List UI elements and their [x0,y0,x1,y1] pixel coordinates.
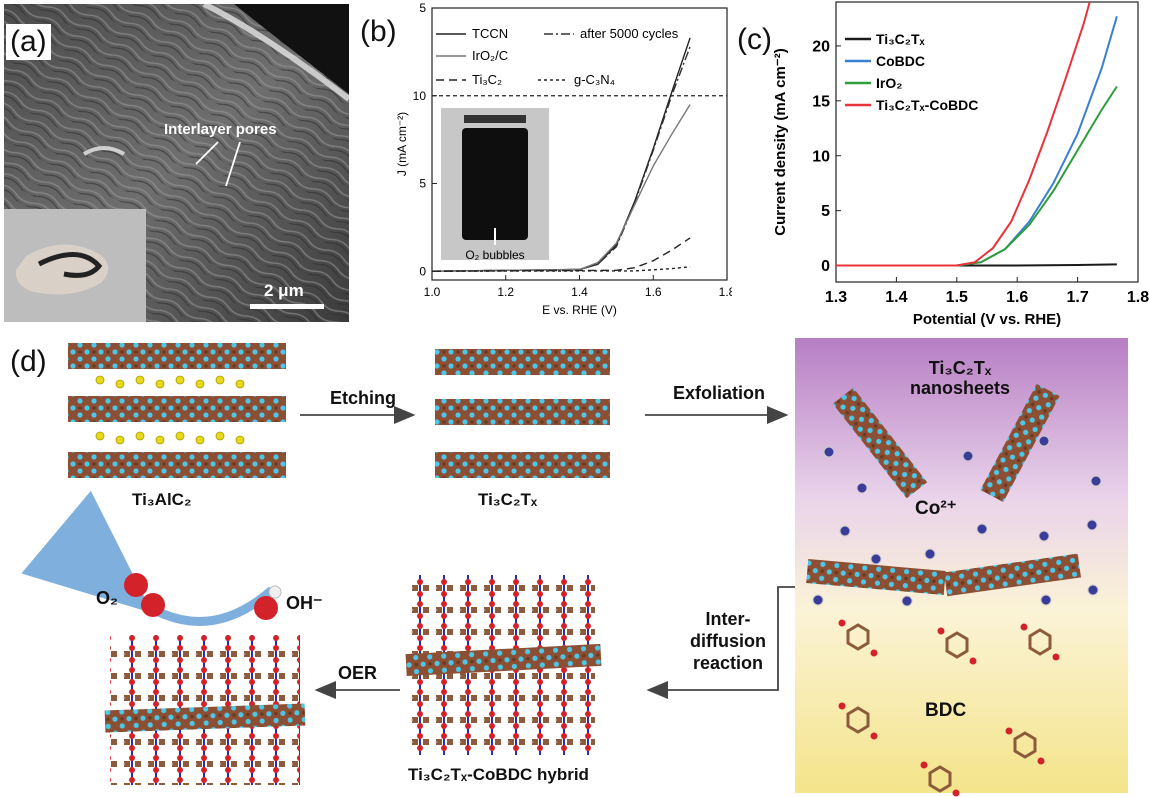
label-ti3c2tx: Ti₃C₂Tₓ [478,490,538,509]
y-tick-label: 15 [812,93,830,110]
x-tick-label: 1.7 [1066,289,1088,306]
label-exfoliation: Exfoliation [673,383,766,403]
series-line [836,85,1118,267]
series-line [431,46,691,272]
x-tick-label: 1.5 [946,289,968,306]
final-structure [104,635,306,785]
label-co-ion: Co²⁺ [915,498,957,519]
x-tick-label: 1.2 [497,285,514,299]
label-interdiffusion: Inter- diffusion reaction [678,608,778,674]
y-tick-label: 5 [821,203,830,220]
oh-molecule [254,585,282,620]
legend-entry: CoBDC [876,53,925,69]
series-line [431,266,691,272]
label-nanosheets: Ti₃C₂Tₓ nanosheets [880,358,1040,398]
o2-molecule [124,573,165,617]
nanosheets-line1: Ti₃C₂Tₓ [928,358,992,378]
y-tick-label: 0 [821,258,830,275]
x-axis-label: E vs. RHE (V) [542,303,617,317]
x-tick-label: 1.4 [571,285,588,299]
legend-entry: TCCN [472,26,508,41]
series-line [431,237,691,272]
label-oh: OH⁻ [286,593,323,613]
label-hybrid: Ti₃C₂Tₓ-CoBDC hybrid [408,765,589,784]
interdiffusion-arrow [646,586,795,699]
x-tick-label: 1.8 [719,285,732,299]
x-tick-label: 1.6 [645,285,662,299]
nanosheets-line2: nanosheets [909,378,1011,398]
label-o2: O₂ [96,588,118,608]
label-ti3alc2: Ti₃AlC₂ [132,490,192,509]
inset-clip [464,115,526,123]
chart-b: 1.0 1.2 1.4 1.6 1.8 0 5 10 5 E vs. RHE (V) J (mA c… [395,1,732,317]
y-tick-label: 10 [413,89,427,103]
sem-annotation: Interlayer pores [164,121,277,138]
label-oer: OER [338,663,378,683]
series-line [431,104,691,272]
label-etching: Etching [330,388,396,408]
y-axis-label: Current density (mA cm⁻²) [772,48,789,235]
y-tick-label: 5 [419,177,426,191]
ti3c2tx-structure [435,349,610,478]
legend-entry: Ti₃C₂ [472,72,502,87]
interdiffusion-line3: reaction [692,653,764,673]
interdiffusion-line2: diffusion [690,631,766,651]
x-tick-label: 1.8 [1127,289,1149,306]
y-axis-label: J (mA cm⁻²) [395,112,409,176]
legend-entry: after 5000 cycles [580,26,679,41]
inset-electrode [462,128,528,240]
sem-image [4,1,351,322]
legend-entry: g-C₃N₄ [574,72,615,87]
y-tick-label: 5 [419,1,426,15]
panel-label-a: (a) [6,24,51,60]
x-axis-label: Potential (V vs. RHE) [913,311,1061,328]
chart-c: 1.3 1.4 1.5 1.6 1.7 1.8 0 5 10 15 20 Potential (V v… [772,1,1149,328]
label-bdc: BDC [925,700,967,721]
inset-caption: O₂ bubbles [465,248,524,262]
scale-bar-label: 2 μm [264,281,304,300]
legend-entry: Ti₃C₂Tₓ-CoBDC [876,97,978,113]
panel-a: Interlayer pores 2 μm [4,1,351,322]
y-tick-label: 10 [812,148,830,165]
panel-label-b: (b) [360,15,397,48]
x-tick-label: 1.0 [424,285,441,299]
legend-entry: IrO₂ [876,75,902,91]
co-ions [812,435,1102,607]
plot-frame [835,1,1139,283]
x-tick-label: 1.4 [885,289,907,306]
x-tick-label: 1.6 [1006,289,1028,306]
panel-label-d: (d) [10,345,47,378]
schematic-d [21,338,1128,797]
y-tick-label: 20 [812,39,830,56]
ti3alc2-structure [68,343,286,478]
y-tick-label: 0 [419,264,426,278]
x-tick-label: 1.3 [825,289,847,306]
mxene-nanosheets [806,383,1082,597]
bdc-oxygens [838,619,1060,797]
legend-entry: Ti₃C₂Tₓ [876,31,926,47]
interdiffusion-line1: Inter- [705,609,751,629]
panel-label-c: (c) [737,23,772,56]
hybrid-structure [405,575,602,755]
legend-entry: IrO₂/C [472,48,508,63]
series-line [836,1,1091,267]
bdc-molecules [846,623,1052,793]
